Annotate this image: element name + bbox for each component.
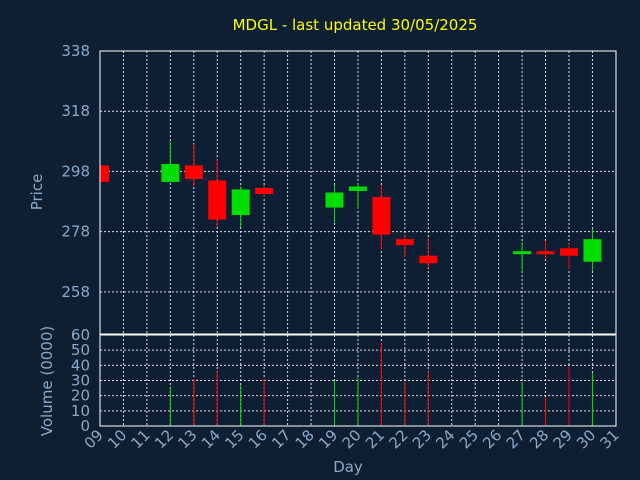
candle-body [583, 239, 602, 262]
volume-plot-frame [99, 334, 617, 427]
candle [231, 186, 250, 228]
candle [325, 184, 344, 223]
candle-body [395, 239, 414, 246]
candle-body [348, 186, 367, 191]
candle [255, 184, 274, 198]
x-axis-label: Day [333, 458, 363, 476]
candle-body [208, 180, 227, 220]
x-tick-label: 27 [503, 426, 529, 452]
candle-body [419, 255, 438, 264]
price-tick-label: 298 [61, 162, 90, 180]
price-tick-label: 318 [61, 102, 90, 120]
candle [583, 228, 602, 271]
x-tick-label: 24 [432, 426, 458, 452]
x-tick-label: 17 [268, 426, 294, 452]
x-tick-label: 23 [409, 426, 435, 452]
volume-tick-label: 10 [71, 402, 90, 420]
x-tick-label: 10 [104, 426, 130, 452]
chart-title: MDGL - last updated 30/05/2025 [233, 16, 478, 34]
volume-tick-label: 40 [71, 356, 90, 374]
x-tick-label: 25 [456, 426, 482, 452]
candle [99, 165, 109, 182]
x-tick-label: 20 [339, 426, 365, 452]
x-tick-label: 12 [151, 426, 177, 452]
candle [560, 243, 578, 270]
candle [184, 144, 203, 187]
x-tick-label: 11 [127, 426, 153, 452]
candle-body [161, 163, 180, 182]
volume-tick-label: 20 [71, 387, 90, 405]
x-tick-label: 28 [526, 426, 552, 452]
x-tick-label: 14 [198, 426, 224, 452]
x-tick-label: 15 [221, 426, 247, 452]
x-tick-label: 31 [596, 426, 622, 452]
x-tick-label: 29 [550, 426, 576, 452]
volume-tick-label: 50 [71, 341, 90, 359]
x-tick-labels: 0910111213141516171819202122232425262728… [81, 426, 623, 452]
candle [395, 234, 414, 258]
price-tick-label: 258 [61, 283, 90, 301]
candle [161, 141, 180, 182]
x-tick-label: 22 [385, 426, 411, 452]
x-tick-label: 16 [245, 426, 271, 452]
price-tick-label: 278 [61, 223, 90, 241]
candle-body [100, 165, 109, 182]
price-tick-label: 338 [61, 42, 90, 60]
candle [372, 184, 391, 250]
x-tick-label: 19 [315, 426, 341, 452]
volume-axis-label: Volume (0000) [38, 326, 56, 436]
candle [513, 242, 532, 271]
candle [348, 183, 367, 210]
candle-body [325, 192, 344, 208]
candle-body [255, 187, 274, 195]
x-tick-label: 21 [362, 426, 388, 452]
price-plot-frame [99, 50, 617, 335]
x-tick-label: 26 [479, 426, 505, 452]
volume-bars [169, 342, 593, 426]
x-tick-label: 13 [174, 426, 200, 452]
x-tick-label: 18 [292, 426, 318, 452]
candles [99, 141, 602, 271]
volume-tick-label: 60 [71, 326, 90, 344]
candle-body [184, 165, 203, 179]
candle-body [372, 197, 391, 235]
candle [536, 240, 555, 259]
price-axis-label: Price [28, 174, 46, 211]
x-tick-label: 30 [573, 426, 599, 452]
candle-body [513, 251, 532, 255]
candle [208, 159, 227, 228]
candle-body [536, 251, 555, 255]
candle-body [231, 189, 250, 216]
candle-body [560, 248, 578, 256]
volume-tick-label: 30 [71, 372, 90, 390]
price-tick-labels: 258 278 298 318 338 [61, 42, 90, 301]
volume-tick-label: 0 [80, 417, 90, 435]
candle [419, 237, 438, 268]
